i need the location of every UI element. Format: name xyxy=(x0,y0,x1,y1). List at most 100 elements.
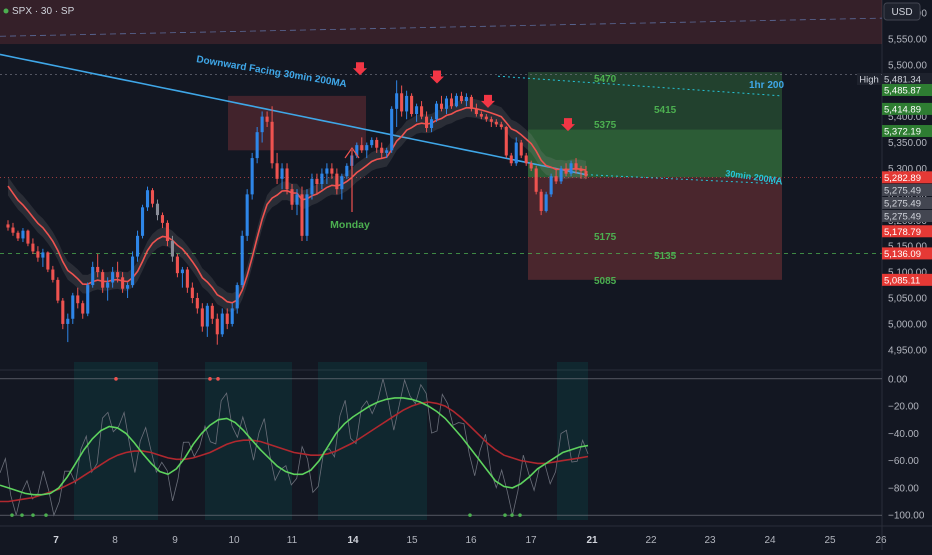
time-tick-label: 23 xyxy=(704,535,716,546)
candle xyxy=(205,303,209,337)
candle xyxy=(106,277,110,301)
osc-marker xyxy=(208,377,212,381)
candle-body xyxy=(574,163,578,169)
price-tick-label: 5,500.00 xyxy=(888,60,927,71)
candle xyxy=(180,266,184,288)
candle-body xyxy=(390,108,394,151)
candle xyxy=(554,168,558,184)
candle xyxy=(295,189,299,216)
candle-body xyxy=(230,308,234,324)
candle xyxy=(255,126,259,164)
candle xyxy=(534,165,538,195)
price-tag-bg xyxy=(882,171,932,184)
candle-body xyxy=(165,222,169,242)
candle-body xyxy=(121,277,125,289)
candle xyxy=(444,95,449,115)
candle xyxy=(380,142,384,159)
annotation-level: 5175 xyxy=(594,232,617,243)
candle xyxy=(131,251,135,288)
candle-body xyxy=(260,116,264,133)
candle xyxy=(41,248,45,267)
osc-slow-line[interactable] xyxy=(0,401,589,503)
candle xyxy=(454,93,458,108)
candle-body xyxy=(225,313,229,324)
price-tag: 5,275.49 xyxy=(882,210,932,223)
candle-body xyxy=(111,272,115,283)
high-label: High xyxy=(859,75,879,86)
candle xyxy=(71,292,75,324)
annotation-level: 5415 xyxy=(654,105,677,116)
candle-body xyxy=(116,272,120,278)
candle xyxy=(121,272,125,293)
candle xyxy=(415,103,419,122)
zones-layer xyxy=(0,0,882,280)
candle-body xyxy=(415,106,419,115)
candle xyxy=(474,103,478,117)
osc-marker xyxy=(503,513,507,517)
candle xyxy=(385,147,389,159)
price-tag-value: 5,275.49 xyxy=(884,212,921,223)
ma-200-line[interactable] xyxy=(0,53,587,176)
candle-body xyxy=(330,168,334,174)
osc-fast-line[interactable] xyxy=(0,397,589,496)
price-tag-value: 5,372.19 xyxy=(884,127,921,138)
candle xyxy=(140,204,145,239)
candle xyxy=(464,93,468,107)
down-arrow-icon xyxy=(561,118,575,132)
candle-body xyxy=(160,215,165,223)
candle xyxy=(529,160,533,172)
candle xyxy=(509,152,513,166)
candle-body xyxy=(185,269,189,288)
candle-body xyxy=(56,279,60,301)
candle-body xyxy=(544,194,548,211)
candle xyxy=(429,116,434,133)
candle-body xyxy=(444,98,449,109)
candle xyxy=(420,101,424,120)
price-tick-label: 5,300.00 xyxy=(888,164,927,175)
candle-body xyxy=(285,168,289,190)
candle-body xyxy=(31,243,35,252)
price-tick-label: 5,150.00 xyxy=(888,242,927,253)
time-tick-label: 8 xyxy=(112,535,118,546)
candle xyxy=(365,142,369,159)
candle xyxy=(200,303,204,332)
candle xyxy=(11,222,15,236)
candle-body xyxy=(240,235,244,286)
candle xyxy=(160,212,165,229)
candle-body xyxy=(245,194,249,236)
oscillator-pane xyxy=(0,362,882,520)
candle-body xyxy=(405,95,409,112)
candle-body xyxy=(51,269,55,280)
candle-body xyxy=(220,313,224,335)
up-arrow-icon xyxy=(344,146,360,159)
price-tick-label: 5,000.00 xyxy=(888,319,927,330)
candle-body xyxy=(200,308,204,327)
symbol-label: SPX · 30 · SP xyxy=(12,6,75,17)
down-arrow-icon xyxy=(430,70,444,84)
symbol-header[interactable]: SPX · 30 · SP xyxy=(3,6,75,17)
currency-button[interactable]: USD xyxy=(883,2,921,21)
candle xyxy=(340,173,344,200)
price-tick-label: 5,050.00 xyxy=(888,294,927,305)
candle-body xyxy=(136,235,140,257)
candle xyxy=(539,189,543,216)
candle-body xyxy=(420,106,424,117)
candle xyxy=(86,282,90,317)
candle xyxy=(524,152,528,166)
price-tag: 5,275.49 xyxy=(882,184,932,197)
candle-body xyxy=(106,282,110,288)
price-tag-bg xyxy=(882,125,932,138)
candle xyxy=(469,94,473,112)
osc-marker xyxy=(44,513,48,517)
candle-body xyxy=(564,168,568,174)
price-tag: 5,085.11 xyxy=(882,273,932,286)
candle-body xyxy=(569,163,573,174)
time-tick-label: 21 xyxy=(586,535,598,546)
price-tick-label: 5,350.00 xyxy=(888,138,927,149)
price-tag-bg xyxy=(882,225,932,238)
candle xyxy=(36,246,40,262)
annotation-level: 5470 xyxy=(594,74,617,85)
candle-body xyxy=(464,96,468,102)
candle-body xyxy=(375,139,379,148)
